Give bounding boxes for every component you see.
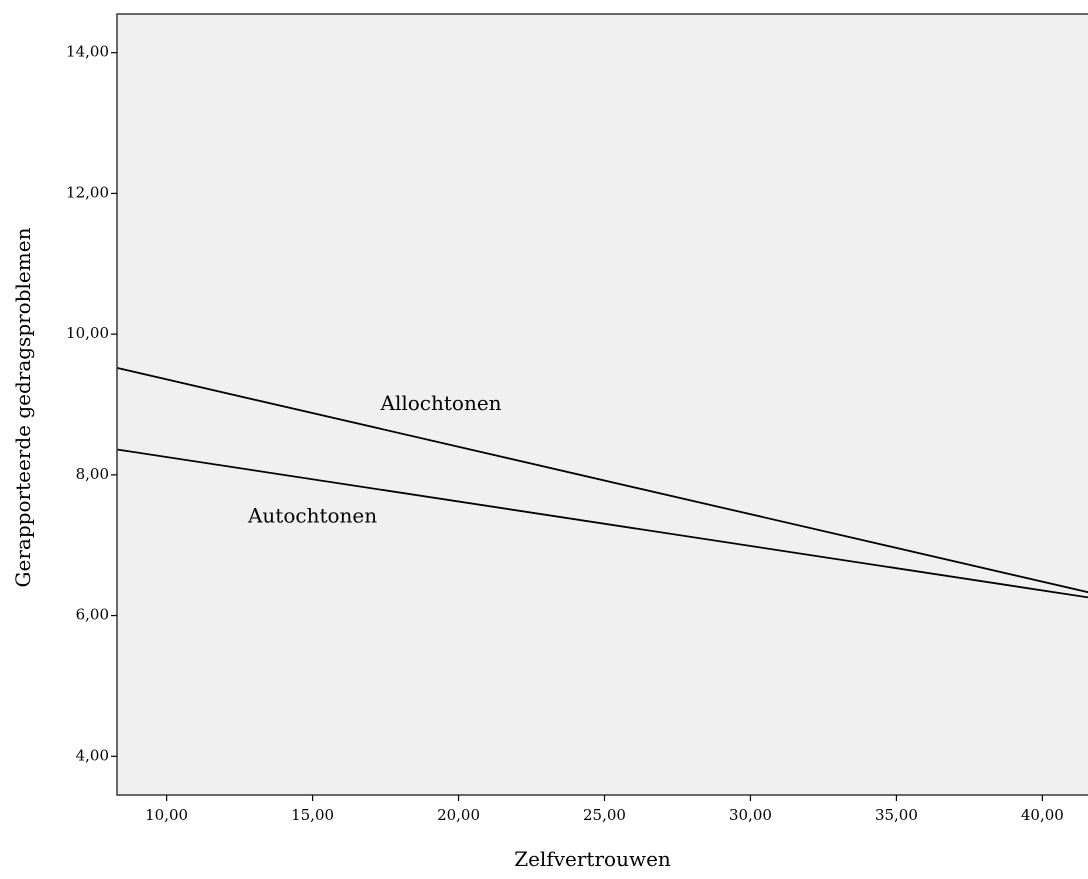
x-tick-label: 30,00	[729, 806, 772, 824]
x-tick-label: 15,00	[291, 806, 334, 824]
x-tick-label: 40,00	[1021, 806, 1064, 824]
y-axis-title: Gerapporteerde gedragsproblemen	[11, 227, 35, 587]
x-axis: 10,00 15,00 20,00 25,00 30,00 35,00 40,00	[145, 795, 1064, 824]
x-axis-title: Zelfvertrouwen	[514, 847, 671, 871]
series-line-autochtonen	[116, 448, 1088, 599]
series-label-allochtonen: Allochtonen	[380, 391, 502, 415]
y-tick-label: 14,00	[66, 43, 109, 61]
x-tick-label: 10,00	[145, 806, 188, 824]
x-tick-label: 20,00	[437, 806, 480, 824]
plot-area	[117, 14, 1088, 795]
y-tick-label: 4,00	[76, 746, 109, 764]
y-tick-label: 12,00	[66, 183, 109, 201]
series-labels: Allochtonen Autochtonen	[247, 391, 502, 528]
y-axis: 4,00 6,00 8,00 10,00 12,00 14,00	[66, 43, 117, 764]
x-tick-label: 25,00	[583, 806, 626, 824]
series-label-autochtonen: Autochtonen	[247, 504, 377, 528]
x-tick-label: 35,00	[875, 806, 918, 824]
y-tick-label: 10,00	[66, 324, 109, 342]
y-tick-label: 8,00	[76, 465, 109, 483]
series-lines	[116, 367, 1088, 599]
series-line-allochtonen	[116, 367, 1088, 594]
y-tick-label: 6,00	[76, 606, 109, 624]
